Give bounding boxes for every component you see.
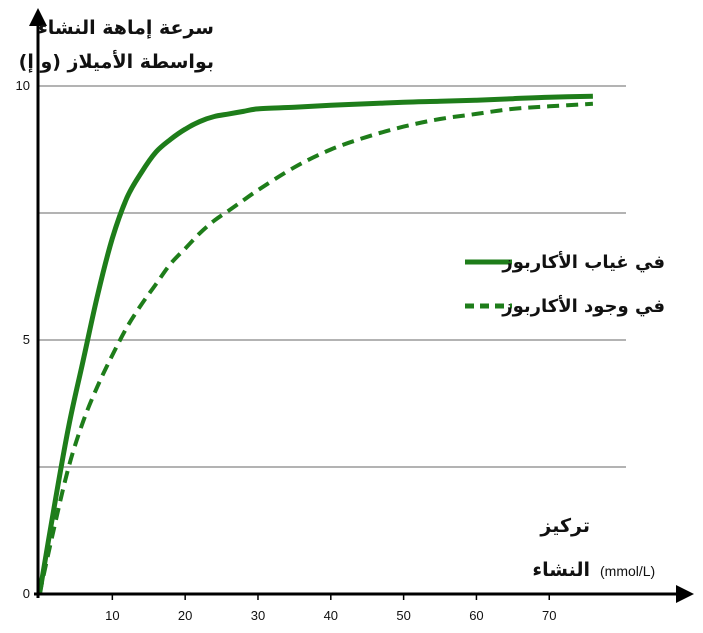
x-tick-label: 40 <box>324 608 338 623</box>
y-axis-label-line2: بواسطة الأميلاز (و إ) <box>19 50 214 73</box>
series-line-without-acarbose <box>37 93 593 595</box>
x-axis-arrow <box>676 585 694 603</box>
legend-label-solid: في غياب الأكاربوز <box>501 251 665 273</box>
tick-labels: 10 20 30 40 50 60 70 0 5 10 <box>16 78 557 623</box>
grid-lines <box>38 85 626 468</box>
x-tick-label: 10 <box>105 608 119 623</box>
legend-label-dashed: في وجود الأكاربوز <box>501 295 665 317</box>
legend: في غياب الأكاربوز في وجود الأكاربوز <box>465 251 665 317</box>
x-axis-unit: (mmol/L) <box>600 563 655 579</box>
x-tick-label: 60 <box>469 608 483 623</box>
y-tick-label: 5 <box>23 332 30 347</box>
x-tick-label: 70 <box>542 608 556 623</box>
x-tick-label: 20 <box>178 608 192 623</box>
series-group <box>37 93 594 595</box>
y-tick-label: 10 <box>16 78 30 93</box>
x-axis-label-line2: النشاء <box>532 559 590 581</box>
x-tick-label: 30 <box>251 608 265 623</box>
y-axis-label-line1: سرعة إماهة النشاء <box>38 17 214 39</box>
y-tick-label: 0 <box>23 586 30 601</box>
series-line-with-acarbose <box>37 101 594 595</box>
y-axis-arrow <box>29 8 47 26</box>
axes <box>29 8 694 603</box>
x-tick-label: 50 <box>396 608 410 623</box>
x-axis-label-line1: تركيز <box>539 515 590 537</box>
